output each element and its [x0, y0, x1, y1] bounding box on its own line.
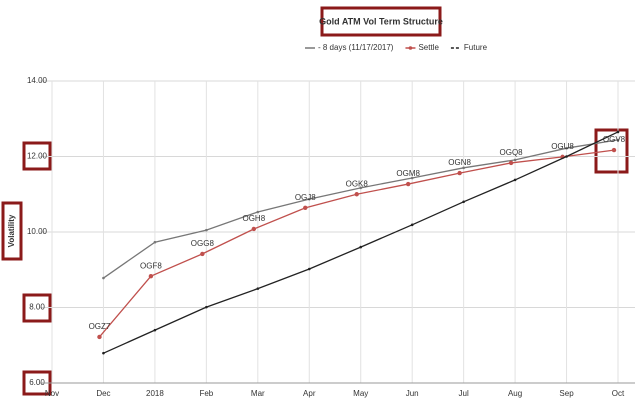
data-point	[97, 334, 102, 340]
data-point	[153, 328, 157, 332]
data-point	[616, 138, 620, 142]
data-point	[102, 351, 105, 355]
x-tick-label: Aug	[508, 389, 522, 398]
x-tick-label: May	[353, 389, 368, 398]
point-label: OGV8	[603, 135, 626, 144]
point-label: OGJ8	[295, 193, 316, 202]
highlight-box	[594, 128, 629, 174]
x-tick-label: Sep	[559, 389, 574, 398]
data-point	[354, 192, 359, 197]
data-point	[405, 181, 411, 187]
point-label: OGK8	[346, 179, 369, 188]
x-tick-label: Dec	[96, 389, 110, 398]
legend-label: - 8 days (11/17/2017)	[318, 43, 394, 52]
data-point	[205, 305, 208, 309]
point-label: OGF8	[140, 261, 162, 270]
data-point	[513, 178, 517, 182]
x-tick-label: Feb	[199, 389, 213, 398]
data-point	[462, 200, 465, 204]
x-tick-label: Nov	[45, 389, 59, 398]
data-point	[307, 197, 311, 201]
chart-title: Gold ATM Vol Term Structure	[319, 16, 443, 26]
data-point	[102, 276, 105, 280]
data-point	[611, 147, 617, 153]
x-tick-label: Mar	[251, 389, 265, 398]
data-point	[462, 166, 465, 170]
data-point	[256, 210, 260, 214]
y-axis-label: Volatility	[7, 214, 16, 247]
data-point	[307, 267, 311, 271]
data-point	[565, 155, 568, 158]
point-label: OGG8	[191, 239, 215, 248]
data-point	[565, 146, 568, 150]
point-label: OGN8	[448, 158, 471, 167]
x-tick-label: Apr	[303, 389, 316, 398]
y-tick-label: 8.00	[29, 303, 45, 312]
point-label: OGQ8	[500, 148, 524, 157]
y-tick-label: 12.00	[27, 152, 48, 161]
legend-label: Future	[464, 43, 488, 52]
data-point	[200, 251, 205, 257]
x-tick-label: Jun	[406, 389, 419, 398]
data-point	[457, 170, 462, 176]
data-point	[513, 158, 517, 162]
point-label: OGU8	[551, 142, 574, 151]
point-label: OGH8	[242, 214, 265, 223]
data-point	[251, 226, 257, 232]
data-point	[410, 176, 414, 180]
data-point	[359, 186, 363, 190]
data-point	[359, 245, 363, 249]
highlight-box	[1, 201, 23, 261]
point-label: OGZ7	[89, 322, 111, 331]
legend-marker	[408, 46, 413, 50]
highlight-box	[320, 6, 442, 37]
data-point	[153, 240, 157, 244]
data-point	[410, 223, 414, 227]
x-tick-label: 2018	[146, 389, 164, 398]
data-point	[205, 228, 208, 232]
x-tick-label: Oct	[612, 389, 625, 398]
point-label: OGM8	[396, 169, 420, 178]
data-point	[303, 205, 308, 211]
data-point	[508, 160, 514, 166]
y-tick-label: 14.00	[27, 76, 48, 85]
x-tick-label: Jul	[459, 389, 469, 398]
y-tick-label: 6.00	[29, 378, 45, 387]
data-point	[148, 273, 154, 279]
legend-label: Settle	[418, 43, 439, 52]
series-line	[98, 149, 615, 338]
y-tick-label: 10.00	[27, 227, 48, 236]
data-point	[616, 130, 620, 134]
data-point	[256, 287, 260, 290]
